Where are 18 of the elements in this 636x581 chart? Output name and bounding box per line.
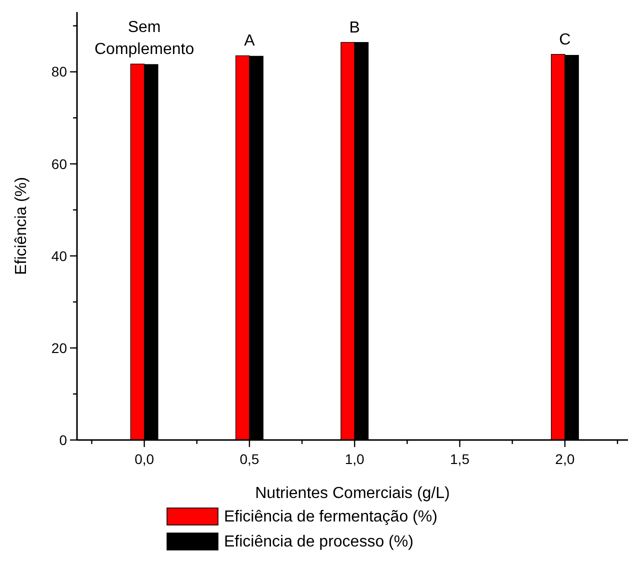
x-tick-label: 1,0 — [344, 451, 365, 467]
y-tick-label: 60 — [51, 156, 68, 172]
y-axis-title: Eficiência (%) — [13, 177, 30, 275]
y-tick-label: 0 — [59, 432, 68, 448]
y-tick-label: 40 — [51, 248, 68, 264]
x-axis-title: Nutrientes Comerciais (g/L) — [255, 485, 450, 502]
x-tick-label: 0,5 — [240, 451, 260, 467]
legend-label: Eficiência de fermentação (%) — [224, 508, 438, 526]
y-tick-label: 80 — [51, 64, 68, 80]
x-tick-label: 2,0 — [555, 451, 575, 467]
x-tick-label: 1,5 — [450, 451, 470, 467]
annotation: B — [349, 19, 360, 36]
y-tick-label: 20 — [51, 340, 68, 356]
annotation: Sem Complemento — [94, 19, 194, 58]
annotation: C — [559, 31, 571, 48]
legend-label: Eficiência de processo (%) — [224, 534, 414, 551]
x-tick-label: 0,0 — [134, 451, 154, 467]
annotation: A — [244, 32, 256, 50]
